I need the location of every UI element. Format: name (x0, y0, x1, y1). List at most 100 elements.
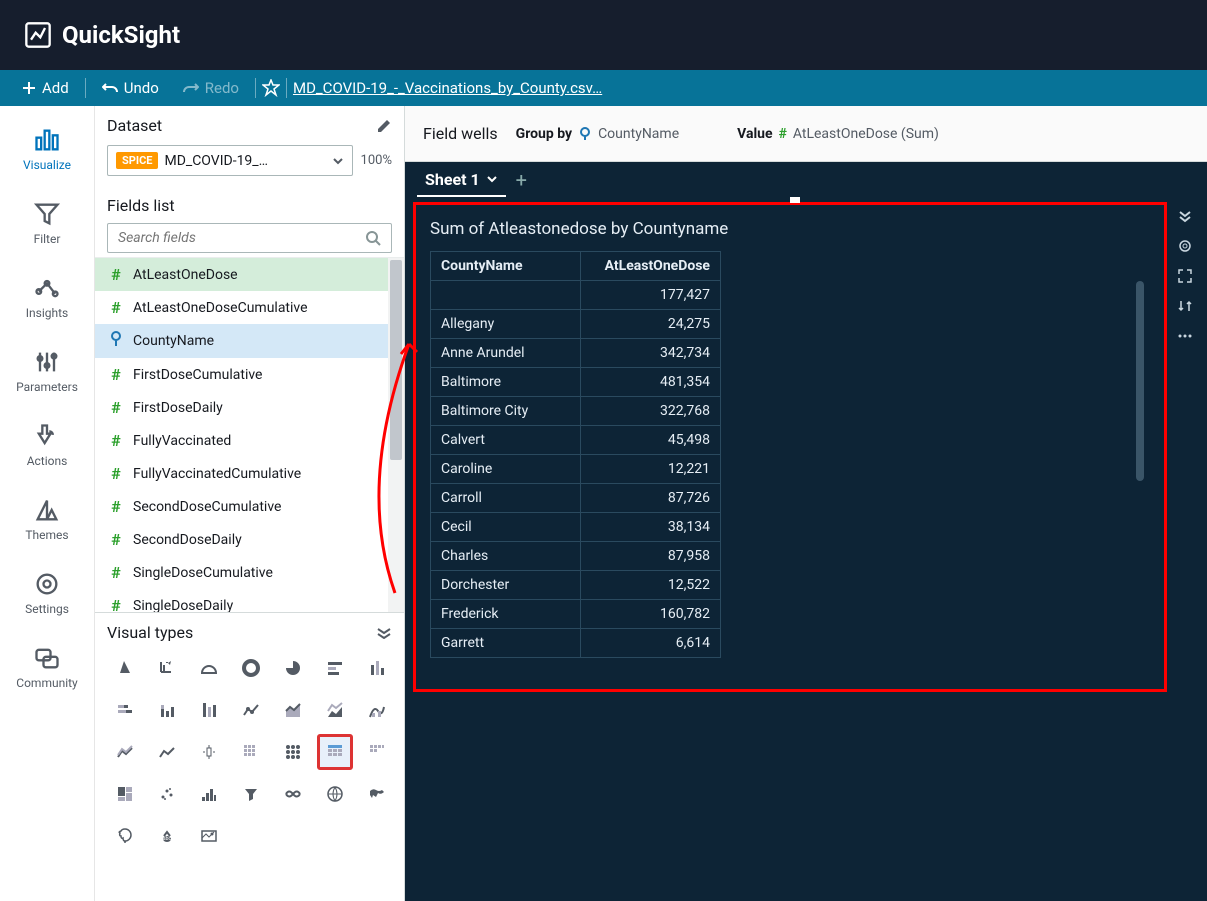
chevron-down-icon (486, 173, 498, 185)
group-by-well[interactable]: Group by CountyName (516, 126, 679, 142)
app-name: QuickSight (62, 21, 180, 49)
field-item[interactable]: #FullyVaccinated (95, 424, 404, 457)
visualization[interactable]: Sum of Atleastonedose by Countyname Coun… (413, 202, 1167, 692)
visual-type[interactable] (191, 818, 227, 854)
visual-type[interactable] (149, 776, 185, 812)
more-icon[interactable] (1177, 328, 1193, 344)
col-header[interactable]: AtLeastOneDose (581, 252, 721, 281)
nav-parameters[interactable]: Parameters (0, 340, 94, 402)
field-item[interactable]: #FullyVaccinatedCumulative (95, 457, 404, 490)
table-row[interactable]: Anne Arundel342,734 (431, 339, 721, 368)
table-row[interactable]: Garrett6,614 (431, 629, 721, 658)
chevrons-down-icon[interactable] (1177, 208, 1193, 224)
chevrons-down-icon[interactable] (376, 627, 392, 639)
table-row[interactable]: Frederick160,782 (431, 600, 721, 629)
visual-type[interactable] (233, 776, 269, 812)
visual-type[interactable] (107, 650, 143, 686)
toolbar: Add Undo Redo MD_COVID-19_-_Vaccinations… (0, 70, 1207, 106)
add-button[interactable]: Add (12, 75, 79, 101)
parameters-icon (33, 348, 61, 376)
search-input[interactable] (118, 230, 365, 246)
table-row[interactable]: Dorchester12,522 (431, 571, 721, 600)
visual-type[interactable] (317, 692, 353, 728)
selection-handle[interactable] (790, 197, 800, 203)
nav-community[interactable]: Community (0, 636, 94, 698)
scrollbar[interactable] (388, 258, 404, 612)
nav-visualize[interactable]: Visualize (0, 118, 94, 180)
visual-type[interactable] (233, 650, 269, 686)
sheet-tab[interactable]: Sheet 1 (417, 164, 506, 197)
add-sheet-button[interactable]: + (516, 168, 527, 192)
left-nav: Visualize Filter Insights Parameters Actions… (0, 106, 95, 901)
search-icon (365, 230, 381, 246)
visual-type[interactable] (359, 650, 395, 686)
field-item[interactable]: #AtLeastOneDose (95, 258, 404, 291)
col-header[interactable]: CountyName (431, 252, 581, 281)
star-icon[interactable] (262, 79, 280, 97)
field-item[interactable]: #FirstDoseDaily (95, 391, 404, 424)
gear-icon[interactable] (1177, 238, 1193, 254)
table-row[interactable]: Baltimore481,354 (431, 368, 721, 397)
table-row[interactable]: Allegany24,275 (431, 310, 721, 339)
visual-type[interactable] (107, 692, 143, 728)
fields-heading: Fields list (107, 196, 175, 215)
visual-type[interactable] (275, 692, 311, 728)
visual-type[interactable] (359, 776, 395, 812)
visual-type[interactable] (149, 692, 185, 728)
visual-type[interactable] (275, 776, 311, 812)
filter-icon (33, 200, 61, 228)
swap-icon[interactable] (1177, 298, 1193, 314)
nav-themes[interactable]: Themes (0, 488, 94, 550)
app-logo: QuickSight (24, 21, 180, 49)
visual-type[interactable] (107, 776, 143, 812)
nav-settings[interactable]: Settings (0, 562, 94, 624)
visual-type[interactable] (107, 734, 143, 770)
field-item[interactable]: #SingleDoseCumulative (95, 556, 404, 589)
visual-type[interactable] (107, 818, 143, 854)
visual-type[interactable] (149, 734, 185, 770)
visual-type[interactable] (149, 650, 185, 686)
inner-scrollbar[interactable] (1136, 281, 1144, 481)
redo-button[interactable]: Redo (173, 75, 249, 101)
table-row[interactable]: 177,427 (431, 281, 721, 310)
field-item[interactable]: #SecondDoseCumulative (95, 490, 404, 523)
fields-list: #AtLeastOneDose#AtLeastOneDoseCumulative… (95, 257, 404, 612)
visual-type[interactable] (191, 692, 227, 728)
table-row[interactable]: Cecil38,134 (431, 513, 721, 542)
field-item[interactable]: #FirstDoseCumulative (95, 358, 404, 391)
pencil-icon[interactable] (376, 118, 392, 134)
value-well[interactable]: Value # AtLeastOneDose (Sum) (737, 126, 939, 142)
nav-filter[interactable]: Filter (0, 192, 94, 254)
field-item[interactable]: #SecondDoseDaily (95, 523, 404, 556)
visual-type[interactable] (317, 650, 353, 686)
dataset-selector[interactable]: SPICE MD_COVID-19_… (107, 145, 353, 176)
visual-type[interactable] (191, 650, 227, 686)
visual-type[interactable] (275, 734, 311, 770)
visual-type[interactable] (317, 734, 353, 770)
visual-type[interactable] (275, 650, 311, 686)
search-fields[interactable] (107, 223, 392, 253)
table-row[interactable]: Baltimore City322,768 (431, 397, 721, 426)
filename[interactable]: MD_COVID-19_-_Vaccinations_by_County.csv… (293, 79, 602, 97)
field-item[interactable]: #AtLeastOneDoseCumulative (95, 291, 404, 324)
table-row[interactable]: Charles87,958 (431, 542, 721, 571)
visual-type[interactable] (359, 734, 395, 770)
visual-type[interactable] (191, 734, 227, 770)
table-row[interactable]: Caroline12,221 (431, 455, 721, 484)
visual-type[interactable] (233, 734, 269, 770)
table-row[interactable]: Calvert45,498 (431, 426, 721, 455)
spice-badge: SPICE (116, 152, 158, 169)
dataset-pct: 100% (361, 153, 392, 168)
expand-icon[interactable] (1177, 268, 1193, 284)
undo-button[interactable]: Undo (92, 75, 169, 101)
nav-insights[interactable]: Insights (0, 266, 94, 328)
visual-type[interactable]: abc (149, 818, 185, 854)
visual-type[interactable] (233, 692, 269, 728)
visual-type[interactable] (359, 692, 395, 728)
field-item[interactable]: #SingleDoseDaily (95, 589, 404, 612)
nav-actions[interactable]: Actions (0, 414, 94, 476)
visual-type[interactable] (317, 776, 353, 812)
table-row[interactable]: Carroll87,726 (431, 484, 721, 513)
visual-type[interactable] (191, 776, 227, 812)
field-item[interactable]: CountyName (95, 324, 404, 358)
